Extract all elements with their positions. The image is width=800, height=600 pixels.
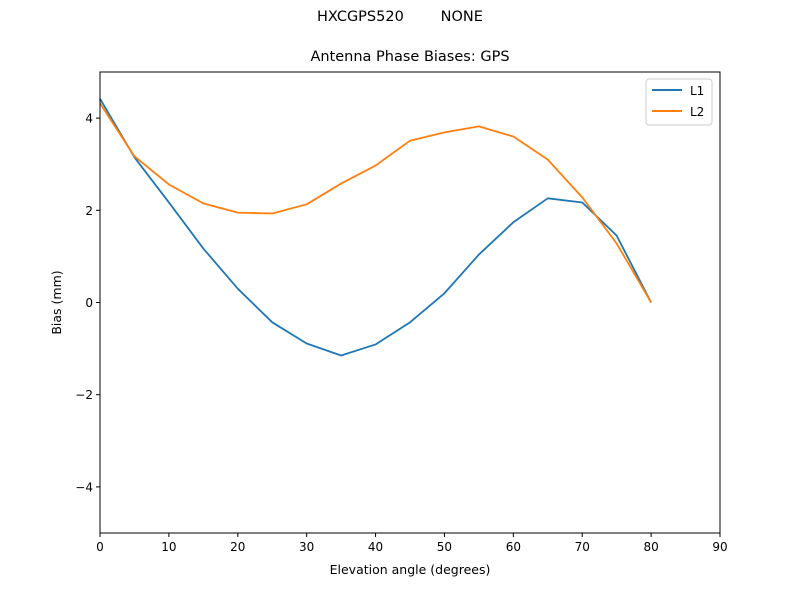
x-tick-label: 70 bbox=[575, 540, 590, 554]
chart-title: Antenna Phase Biases: GPS bbox=[310, 49, 510, 65]
legend-label-l1: L1 bbox=[690, 84, 704, 98]
y-tick-label: 2 bbox=[85, 204, 93, 218]
x-tick-label: 20 bbox=[230, 540, 245, 554]
x-axis-label: Elevation angle (degrees) bbox=[330, 562, 491, 577]
x-tick-label: 60 bbox=[506, 540, 521, 554]
legend: L1 L2 bbox=[645, 78, 713, 126]
y-tick-label: 0 bbox=[85, 296, 93, 310]
y-tick-label: −2 bbox=[75, 388, 93, 402]
y-axis-label: Bias (mm) bbox=[49, 270, 64, 334]
x-tick-label: 30 bbox=[299, 540, 314, 554]
x-tick-label: 90 bbox=[712, 540, 727, 554]
x-tick-label: 80 bbox=[643, 540, 658, 554]
legend-label-l2: L2 bbox=[690, 105, 704, 119]
x-tick-label: 50 bbox=[437, 540, 452, 554]
x-axis: 0 10 20 30 40 50 60 70 80 90 bbox=[96, 533, 728, 554]
plot-lines bbox=[99, 98, 652, 357]
series-line-l1 bbox=[99, 98, 652, 357]
x-tick-label: 40 bbox=[368, 540, 383, 554]
y-tick-label: 4 bbox=[85, 112, 93, 126]
figure-suptitle: HXCGPS520 NONE bbox=[317, 9, 483, 25]
y-axis: −4 −2 0 2 4 bbox=[75, 112, 100, 494]
x-tick-label: 10 bbox=[161, 540, 176, 554]
series-line-l2 bbox=[99, 102, 652, 303]
y-tick-label: −4 bbox=[75, 480, 93, 494]
x-tick-label: 0 bbox=[96, 540, 104, 554]
